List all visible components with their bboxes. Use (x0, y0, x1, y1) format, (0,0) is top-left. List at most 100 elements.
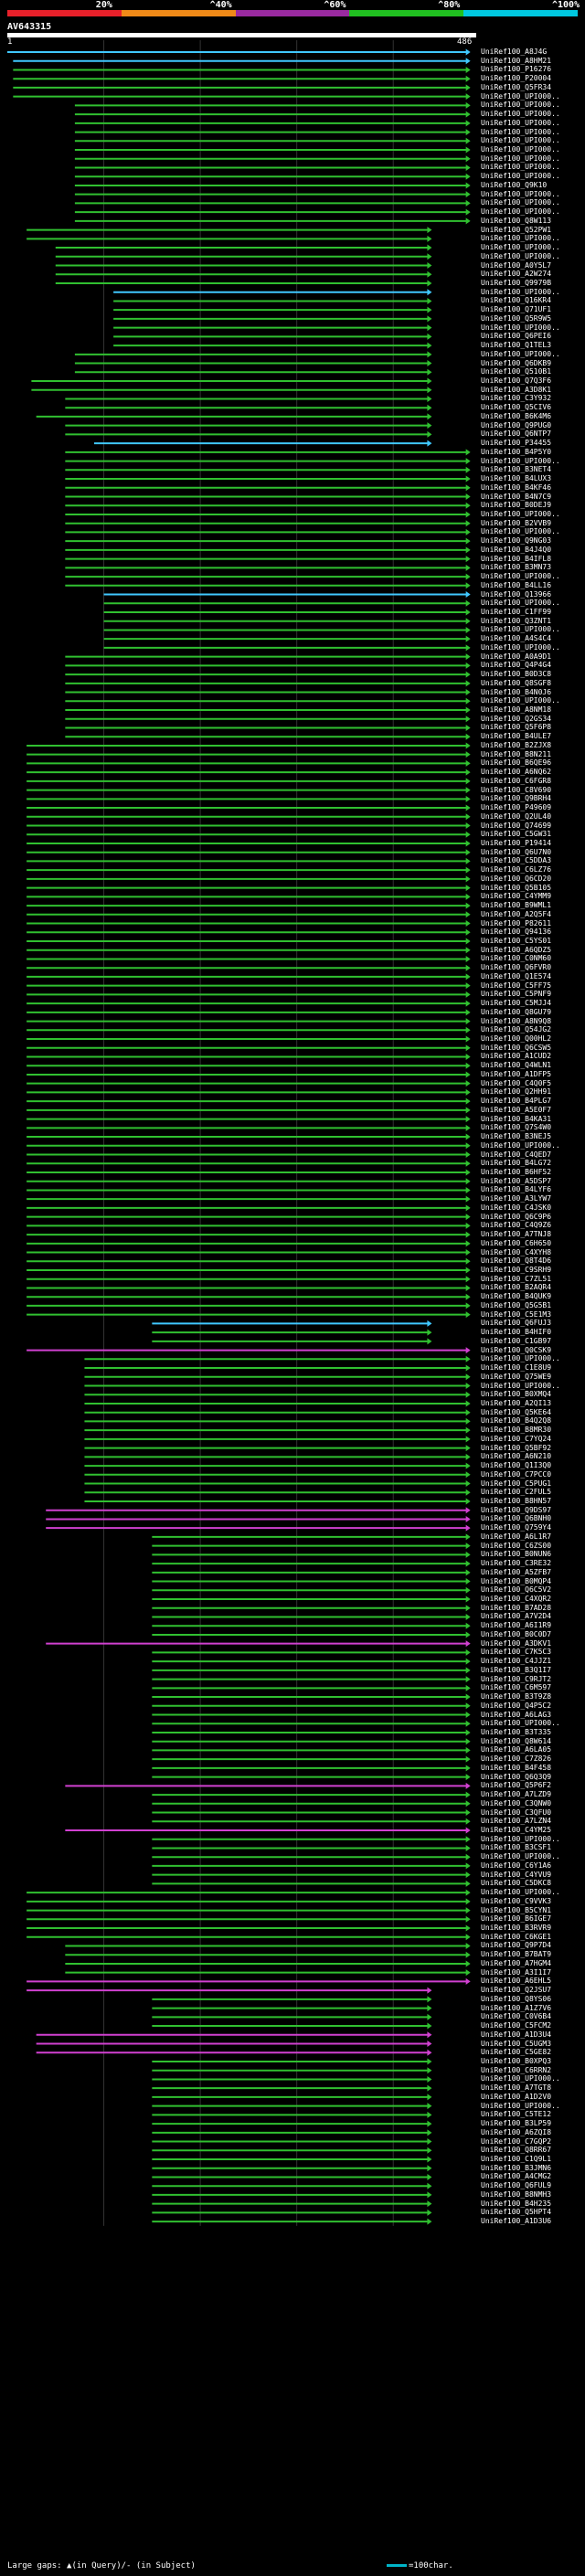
hit-label[interactable]: UniRef100_Q8W113 (481, 216, 552, 225)
hit-label[interactable]: UniRef100_UPI000.. (481, 696, 560, 705)
hit-label[interactable]: UniRef100_UPI000.. (481, 101, 560, 110)
hit-label[interactable]: UniRef100_Q71UF1 (481, 305, 552, 314)
hit-label[interactable]: UniRef100_UPI000.. (481, 163, 560, 172)
hit-label[interactable]: UniRef100_B4ULE7 (481, 732, 552, 741)
hit-label[interactable]: UniRef100_C5GE82 (481, 2048, 552, 2057)
hit-label[interactable]: UniRef100_UPI000.. (481, 456, 560, 465)
hit-label[interactable]: UniRef100_UPI000.. (481, 572, 560, 581)
hit-label[interactable]: UniRef100_C5FCM2 (481, 2021, 552, 2030)
hit-label[interactable]: UniRef100_Q4P4G4 (481, 661, 552, 670)
hit-label[interactable]: UniRef100_Q6U7N0 (481, 847, 552, 856)
hit-label[interactable]: UniRef100_C6H650 (481, 1238, 552, 1247)
hit-label[interactable]: UniRef100_A7LZD9 (481, 1790, 552, 1799)
hit-label[interactable]: UniRef100_C5DDA3 (481, 856, 552, 865)
hit-label[interactable]: UniRef100_B4LL16 (481, 580, 552, 589)
hit-label[interactable]: UniRef100_A6L1R7 (481, 1532, 552, 1541)
hit-label[interactable]: UniRef100_UPI000.. (481, 2101, 560, 2110)
hit-label[interactable]: UniRef100_A1CUD2 (481, 1052, 552, 1061)
hit-label[interactable]: UniRef100_C4YM25 (481, 1826, 552, 1834)
hit-label[interactable]: UniRef100_B3RVR9 (481, 1924, 552, 1933)
hit-label[interactable]: UniRef100_Q8T4D6 (481, 1256, 552, 1266)
hit-label[interactable]: UniRef100_Q0CSK9 (481, 1345, 552, 1354)
hit-label[interactable]: UniRef100_UPI000.. (481, 136, 560, 145)
hit-label[interactable]: UniRef100_A8N9Q8 (481, 1016, 552, 1025)
hit-label[interactable]: UniRef100_B4KA31 (481, 1114, 552, 1123)
hit-label[interactable]: UniRef100_Q2JSU7 (481, 1986, 552, 1995)
hit-label[interactable]: UniRef100_Q2UL40 (481, 811, 552, 821)
hit-label[interactable]: UniRef100_C8V690 (481, 785, 552, 794)
hit-label[interactable]: UniRef100_C6KGE1 (481, 1932, 552, 1941)
hit-label[interactable]: UniRef100_B6K4M6 (481, 411, 552, 420)
hit-label[interactable]: UniRef100_Q9PUG0 (481, 420, 552, 429)
hit-label[interactable]: UniRef100_Q8RR67 (481, 2146, 552, 2155)
hit-label[interactable]: UniRef100_A1DFP5 (481, 1069, 552, 1078)
hit-label[interactable]: UniRef100_Q54JG2 (481, 1025, 552, 1034)
hit-label[interactable]: UniRef100_B0DEJ9 (481, 501, 552, 510)
hit-label[interactable]: UniRef100_B8NMH3 (481, 2189, 552, 2199)
hit-label[interactable]: UniRef100_C5PUG1 (481, 1479, 552, 1488)
hit-label[interactable]: UniRef100_C5MJJ4 (481, 999, 552, 1008)
hit-label[interactable]: UniRef100_C4XQR2 (481, 1595, 552, 1604)
hit-label[interactable]: UniRef100_B4LG72 (481, 1159, 552, 1168)
hit-label[interactable]: UniRef100_UPI000.. (481, 110, 560, 119)
hit-label[interactable]: UniRef100_C1GB97 (481, 1336, 552, 1345)
hit-label[interactable]: UniRef100_UPI000.. (481, 527, 560, 536)
hit-label[interactable]: UniRef100_UPI000.. (481, 145, 560, 154)
hit-label[interactable]: UniRef100_UPI000.. (481, 1852, 560, 1861)
hit-label[interactable]: UniRef100_A8J4G (481, 48, 548, 56)
hit-label[interactable]: UniRef100_A0Y5L7 (481, 260, 552, 270)
hit-label[interactable]: UniRef100_Q6PEI6 (481, 332, 552, 341)
hit-label[interactable]: UniRef100_Q6DKB9 (481, 358, 552, 367)
hit-label[interactable]: UniRef100_Q9DS97 (481, 1505, 552, 1514)
hit-label[interactable]: UniRef100_Q8W614 (481, 1736, 552, 1745)
hit-label[interactable]: UniRef100_Q5R9W5 (481, 313, 552, 323)
hit-label[interactable]: UniRef100_UPI000.. (481, 323, 560, 332)
hit-label[interactable]: UniRef100_Q94136 (481, 928, 552, 937)
hit-label[interactable]: UniRef100_C4JJZ1 (481, 1657, 552, 1666)
hit-label[interactable]: UniRef100_C5DKC8 (481, 1879, 552, 1888)
hit-label[interactable]: UniRef100_B2AQR4 (481, 1283, 552, 1292)
hit-label[interactable]: UniRef100_B5CYN1 (481, 1905, 552, 1914)
hit-label[interactable]: UniRef100_C6LZ76 (481, 865, 552, 875)
hit-label[interactable]: UniRef100_P49609 (481, 803, 552, 812)
hit-label[interactable]: UniRef100_A1D3U4 (481, 2030, 552, 2039)
hit-label[interactable]: UniRef100_A7V2D4 (481, 1612, 552, 1621)
hit-label[interactable]: UniRef100_Q7Q3F6 (481, 376, 552, 385)
hit-label[interactable]: UniRef100_Q5FR34 (481, 82, 552, 91)
hit-label[interactable]: UniRef100_P82611 (481, 918, 552, 928)
hit-label[interactable]: UniRef100_UPI000.. (481, 287, 560, 296)
hit-label[interactable]: UniRef100_Q1E574 (481, 971, 552, 981)
hit-label[interactable]: UniRef100_C6ZS00 (481, 1541, 552, 1550)
hit-label[interactable]: UniRef100_UPI000.. (481, 1719, 560, 1728)
hit-label[interactable]: UniRef100_Q00HL2 (481, 1034, 552, 1044)
hit-label[interactable]: UniRef100_A4CMG2 (481, 2172, 552, 2181)
hit-label[interactable]: UniRef100_A7HGM4 (481, 1958, 552, 1967)
hit-label[interactable]: UniRef100_Q5HPT4 (481, 2208, 552, 2217)
hit-label[interactable]: UniRef100_Q9979B (481, 278, 552, 287)
hit-label[interactable]: UniRef100_B4Q2Q8 (481, 1416, 552, 1426)
hit-label[interactable]: UniRef100_B4HIF0 (481, 1328, 552, 1337)
hit-label[interactable]: UniRef100_Q5BF92 (481, 1443, 552, 1452)
hit-label[interactable]: UniRef100_UPI000.. (481, 127, 560, 136)
hit-label[interactable]: UniRef100_UPI000.. (481, 234, 560, 243)
hit-label[interactable]: UniRef100_B6QE96 (481, 758, 552, 768)
hit-label[interactable]: UniRef100_C5FF75 (481, 981, 552, 990)
hit-label[interactable]: UniRef100_Q3ZNT1 (481, 616, 552, 625)
hit-label[interactable]: UniRef100_UPI000.. (481, 172, 560, 181)
hit-label[interactable]: UniRef100_B4N0J6 (481, 687, 552, 696)
hit-label[interactable]: UniRef100_C2FUL5 (481, 1488, 552, 1497)
hit-label[interactable]: UniRef100_A3LYW7 (481, 1194, 552, 1203)
hit-label[interactable]: UniRef100_C7K5C3 (481, 1648, 552, 1657)
hit-label[interactable]: UniRef100_Q9BRH4 (481, 794, 552, 803)
hit-label[interactable]: UniRef100_A6EHL5 (481, 1977, 552, 1986)
hit-label[interactable]: UniRef100_C5GW31 (481, 830, 552, 839)
hit-label[interactable]: UniRef100_UPI000.. (481, 2074, 560, 2083)
hit-label[interactable]: UniRef100_UPI000.. (481, 251, 560, 260)
hit-label[interactable]: UniRef100_UPI000.. (481, 1354, 560, 1363)
hit-label[interactable]: UniRef100_UPI000.. (481, 243, 560, 252)
hit-label[interactable]: UniRef100_B0MQP4 (481, 1576, 552, 1585)
hit-label[interactable]: UniRef100_B8HN57 (481, 1496, 552, 1505)
hit-label[interactable]: UniRef100_UPI000.. (481, 1140, 560, 1150)
hit-label[interactable]: UniRef100_C9SRH9 (481, 1266, 552, 1274)
hit-label[interactable]: UniRef100_Q6FVR0 (481, 963, 552, 972)
